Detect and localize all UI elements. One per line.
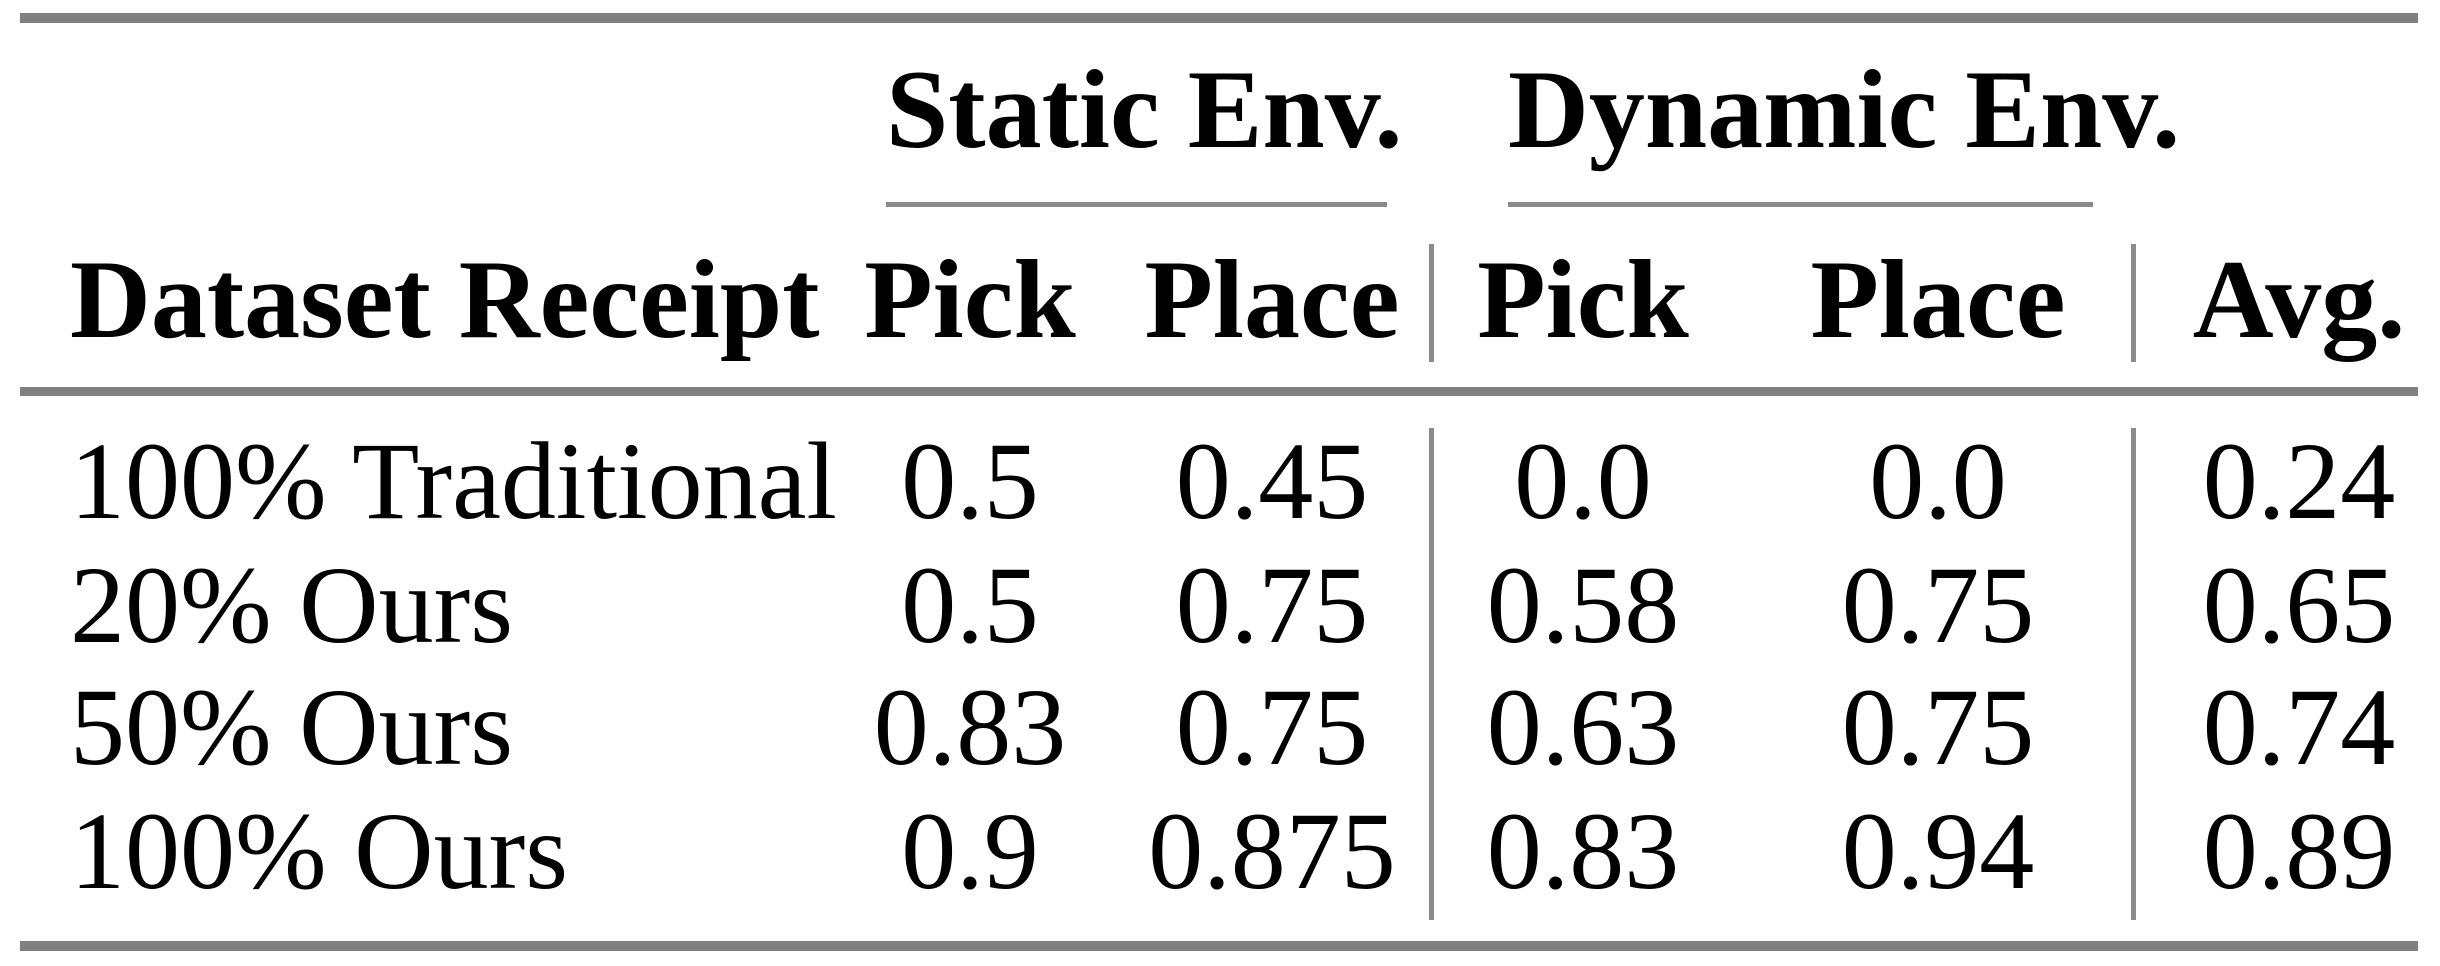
cell-static-pick: 0.9 bbox=[901, 790, 1039, 912]
row-label: 100% Traditional bbox=[70, 420, 837, 542]
row-label: 20% Ours bbox=[70, 544, 514, 666]
vertical-divider-dynamic-avg-header bbox=[2131, 244, 2136, 362]
column-header-dataset-receipt: Dataset Receipt bbox=[70, 238, 820, 362]
vertical-divider-dynamic-avg-body bbox=[2131, 428, 2136, 920]
column-header-dynamic-pick: Pick bbox=[1477, 238, 1689, 362]
column-header-dynamic-place: Place bbox=[1810, 238, 2066, 362]
cell-static-place: 0.75 bbox=[1175, 544, 1369, 666]
cell-dynamic-pick: 0.0 bbox=[1514, 420, 1652, 542]
top-rule bbox=[20, 13, 2418, 23]
cell-dynamic-pick: 0.58 bbox=[1486, 544, 1680, 666]
cell-static-place: 0.75 bbox=[1175, 666, 1369, 788]
cell-dynamic-pick: 0.83 bbox=[1486, 790, 1680, 912]
row-label: 50% Ours bbox=[70, 666, 514, 788]
cell-dynamic-pick: 0.63 bbox=[1486, 666, 1680, 788]
cell-avg: 0.89 bbox=[2202, 790, 2396, 912]
table-row: 100% Traditional 0.5 0.45 0.0 0.0 0.24 bbox=[0, 421, 2440, 541]
table-row: 20% Ours 0.5 0.75 0.58 0.75 0.65 bbox=[0, 545, 2440, 665]
cell-dynamic-place: 0.94 bbox=[1841, 790, 2035, 912]
cell-static-pick: 0.5 bbox=[901, 544, 1039, 666]
table-row: 50% Ours 0.83 0.75 0.63 0.75 0.74 bbox=[0, 667, 2440, 787]
column-header-static-place: Place bbox=[1144, 238, 1400, 362]
vertical-divider-static-dynamic-header bbox=[1429, 244, 1434, 362]
cell-static-pick: 0.83 bbox=[873, 666, 1067, 788]
bottom-rule bbox=[20, 941, 2418, 951]
group-header-dynamic-env: Dynamic Env. bbox=[1508, 48, 2181, 172]
vertical-divider-static-dynamic-body bbox=[1429, 428, 1434, 920]
column-header-row: Dataset Receipt Pick Place Pick Place Av… bbox=[0, 230, 2440, 370]
cell-static-pick: 0.5 bbox=[901, 420, 1039, 542]
cell-static-place: 0.45 bbox=[1175, 420, 1369, 542]
cell-dynamic-place: 0.75 bbox=[1841, 666, 2035, 788]
column-header-static-pick: Pick bbox=[864, 238, 1076, 362]
cell-avg: 0.74 bbox=[2202, 666, 2396, 788]
cell-avg: 0.65 bbox=[2202, 544, 2396, 666]
static-env-underline bbox=[886, 202, 1387, 207]
group-header-static-env: Static Env. bbox=[886, 48, 1403, 172]
column-header-avg: Avg. bbox=[2192, 238, 2406, 362]
table-row: 100% Ours 0.9 0.875 0.83 0.94 0.89 bbox=[0, 791, 2440, 911]
cell-static-place: 0.875 bbox=[1148, 790, 1396, 912]
dynamic-env-underline bbox=[1508, 202, 2093, 207]
header-midrule bbox=[20, 387, 2418, 396]
cell-dynamic-place: 0.75 bbox=[1841, 544, 2035, 666]
row-label: 100% Ours bbox=[70, 790, 569, 912]
cell-dynamic-place: 0.0 bbox=[1869, 420, 2007, 542]
cell-avg: 0.24 bbox=[2202, 420, 2396, 542]
